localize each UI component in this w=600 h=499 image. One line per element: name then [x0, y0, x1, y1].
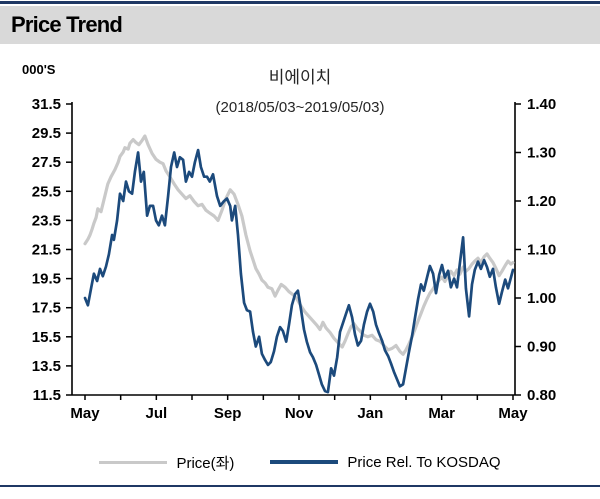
- right-axis-tick-label: 1.40: [527, 96, 556, 113]
- left-axis-tick-label: 23.5: [32, 212, 61, 229]
- legend-label-price-rel: Price Rel. To KOSDAQ: [347, 453, 501, 471]
- legend-label-price: Price(좌): [176, 454, 235, 472]
- x-axis-tick-label: Nov: [285, 405, 314, 422]
- right-axis-tick-label: 1.00: [527, 290, 556, 307]
- left-axis-tick-label: 31.5: [32, 96, 61, 113]
- series-line-price-rel-to-kosdaq: [83, 148, 515, 394]
- x-axis-tick-label: Mar: [428, 405, 455, 422]
- legend-line-swatch-price: [99, 460, 168, 464]
- left-axis-tick-label: 19.5: [32, 271, 61, 288]
- left-axis-tick-label: 15.5: [32, 329, 61, 346]
- right-axis-tick-label: 1.20: [527, 193, 556, 210]
- chart-subtitle: (2018/05/03~2019/05/03): [215, 99, 385, 116]
- legend-line-swatch-price-rel: [270, 460, 339, 464]
- x-axis-tick-label: Sep: [214, 405, 242, 422]
- left-axis-tick-label: 27.5: [32, 154, 61, 171]
- left-axis-tick-label: 13.5: [32, 358, 61, 375]
- x-axis-tick-label: May: [70, 405, 100, 422]
- top-border-rule: [0, 1, 600, 4]
- right-axis-tick-label: 1.30: [527, 145, 556, 162]
- x-axis-tick-label: May: [498, 405, 528, 422]
- bottom-border-rule: [0, 485, 600, 487]
- plot-svg: 31.5 29.5 27.5 25.5 23.5 21.5 19.5 17.5 15.5 13.5…: [32, 96, 556, 422]
- x-axis-tick-label: Jan: [357, 405, 383, 422]
- page-title: Price Trend: [11, 12, 123, 37]
- right-axis-tick-label: 0.90: [527, 339, 556, 356]
- x-axis-tick-label: Jul: [145, 405, 167, 422]
- right-axis-tick-label: 0.80: [527, 387, 556, 404]
- header-band: Price Trend: [0, 6, 600, 44]
- legend-item-price: Price(좌): [99, 452, 234, 473]
- left-axis-tick-label: 11.5: [33, 387, 61, 404]
- left-axis-tick-label: 25.5: [32, 183, 61, 200]
- right-axis-tick-label: 1.10: [527, 242, 556, 259]
- legend: Price(좌) Price Rel. To KOSDAQ: [0, 447, 600, 477]
- left-axis-tick-label: 17.5: [32, 300, 61, 317]
- left-axis-tick-label: 21.5: [32, 242, 61, 259]
- legend-item-price-rel: Price Rel. To KOSDAQ: [270, 453, 501, 471]
- left-axis-tick-label: 29.5: [32, 125, 61, 142]
- chart-title: 비에이치: [268, 68, 332, 87]
- left-axis-unit-label: 000'S: [22, 62, 56, 77]
- series-line-price: [83, 134, 515, 356]
